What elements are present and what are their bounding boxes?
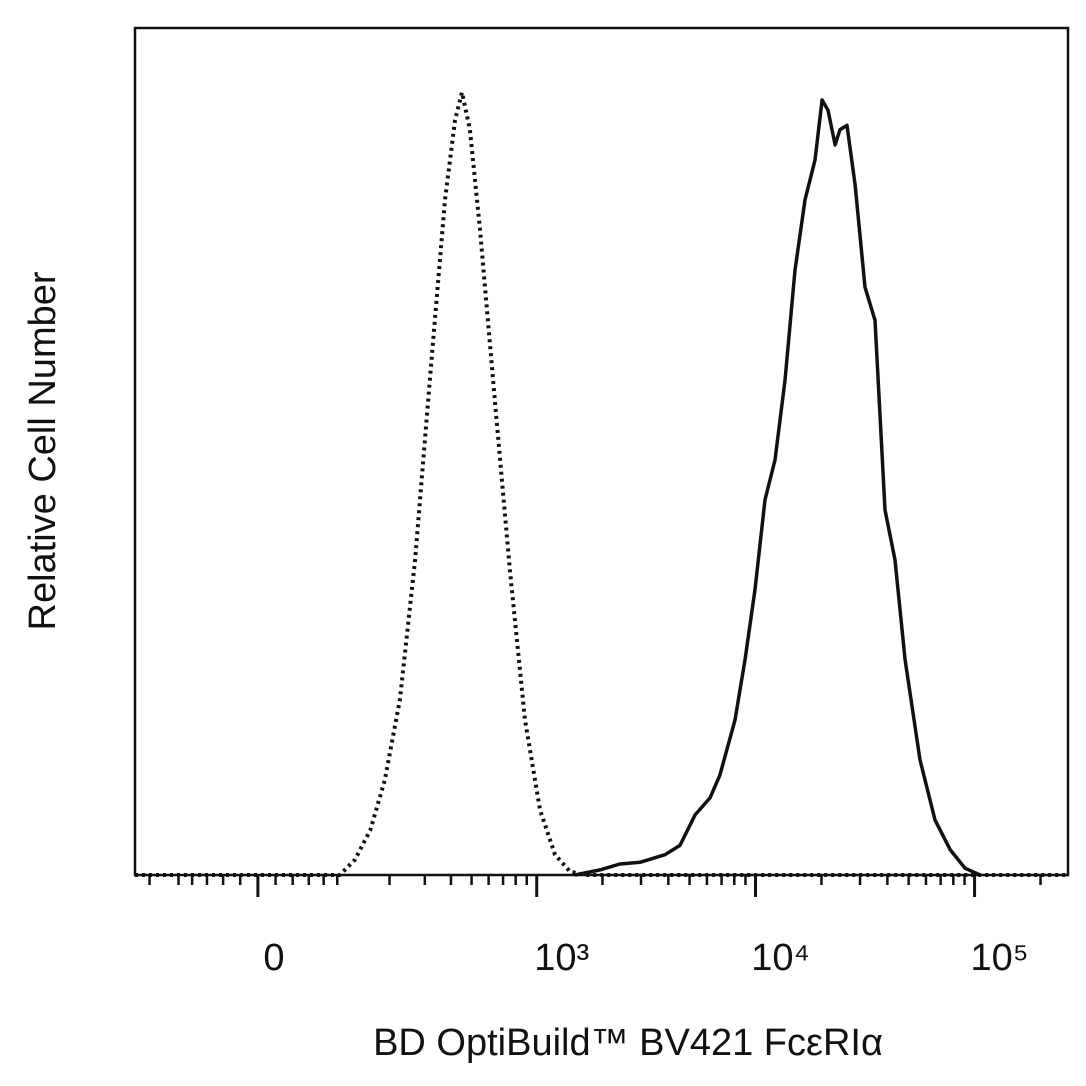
histogram-line (135, 90, 1068, 877)
plot-frame (133, 26, 1070, 877)
y-axis-title: Relative Cell Number (22, 271, 64, 630)
x-tick-label: 10³ (534, 937, 589, 979)
x-axis-title: BD OptiBuild™ BV421 FcεRIα (373, 1022, 883, 1064)
histogram-line (574, 98, 981, 877)
x-tick-label: 10⁵ (971, 937, 1029, 979)
x-tick-label: 0 (263, 937, 284, 979)
x-tick-label: 10⁴ (751, 937, 810, 979)
